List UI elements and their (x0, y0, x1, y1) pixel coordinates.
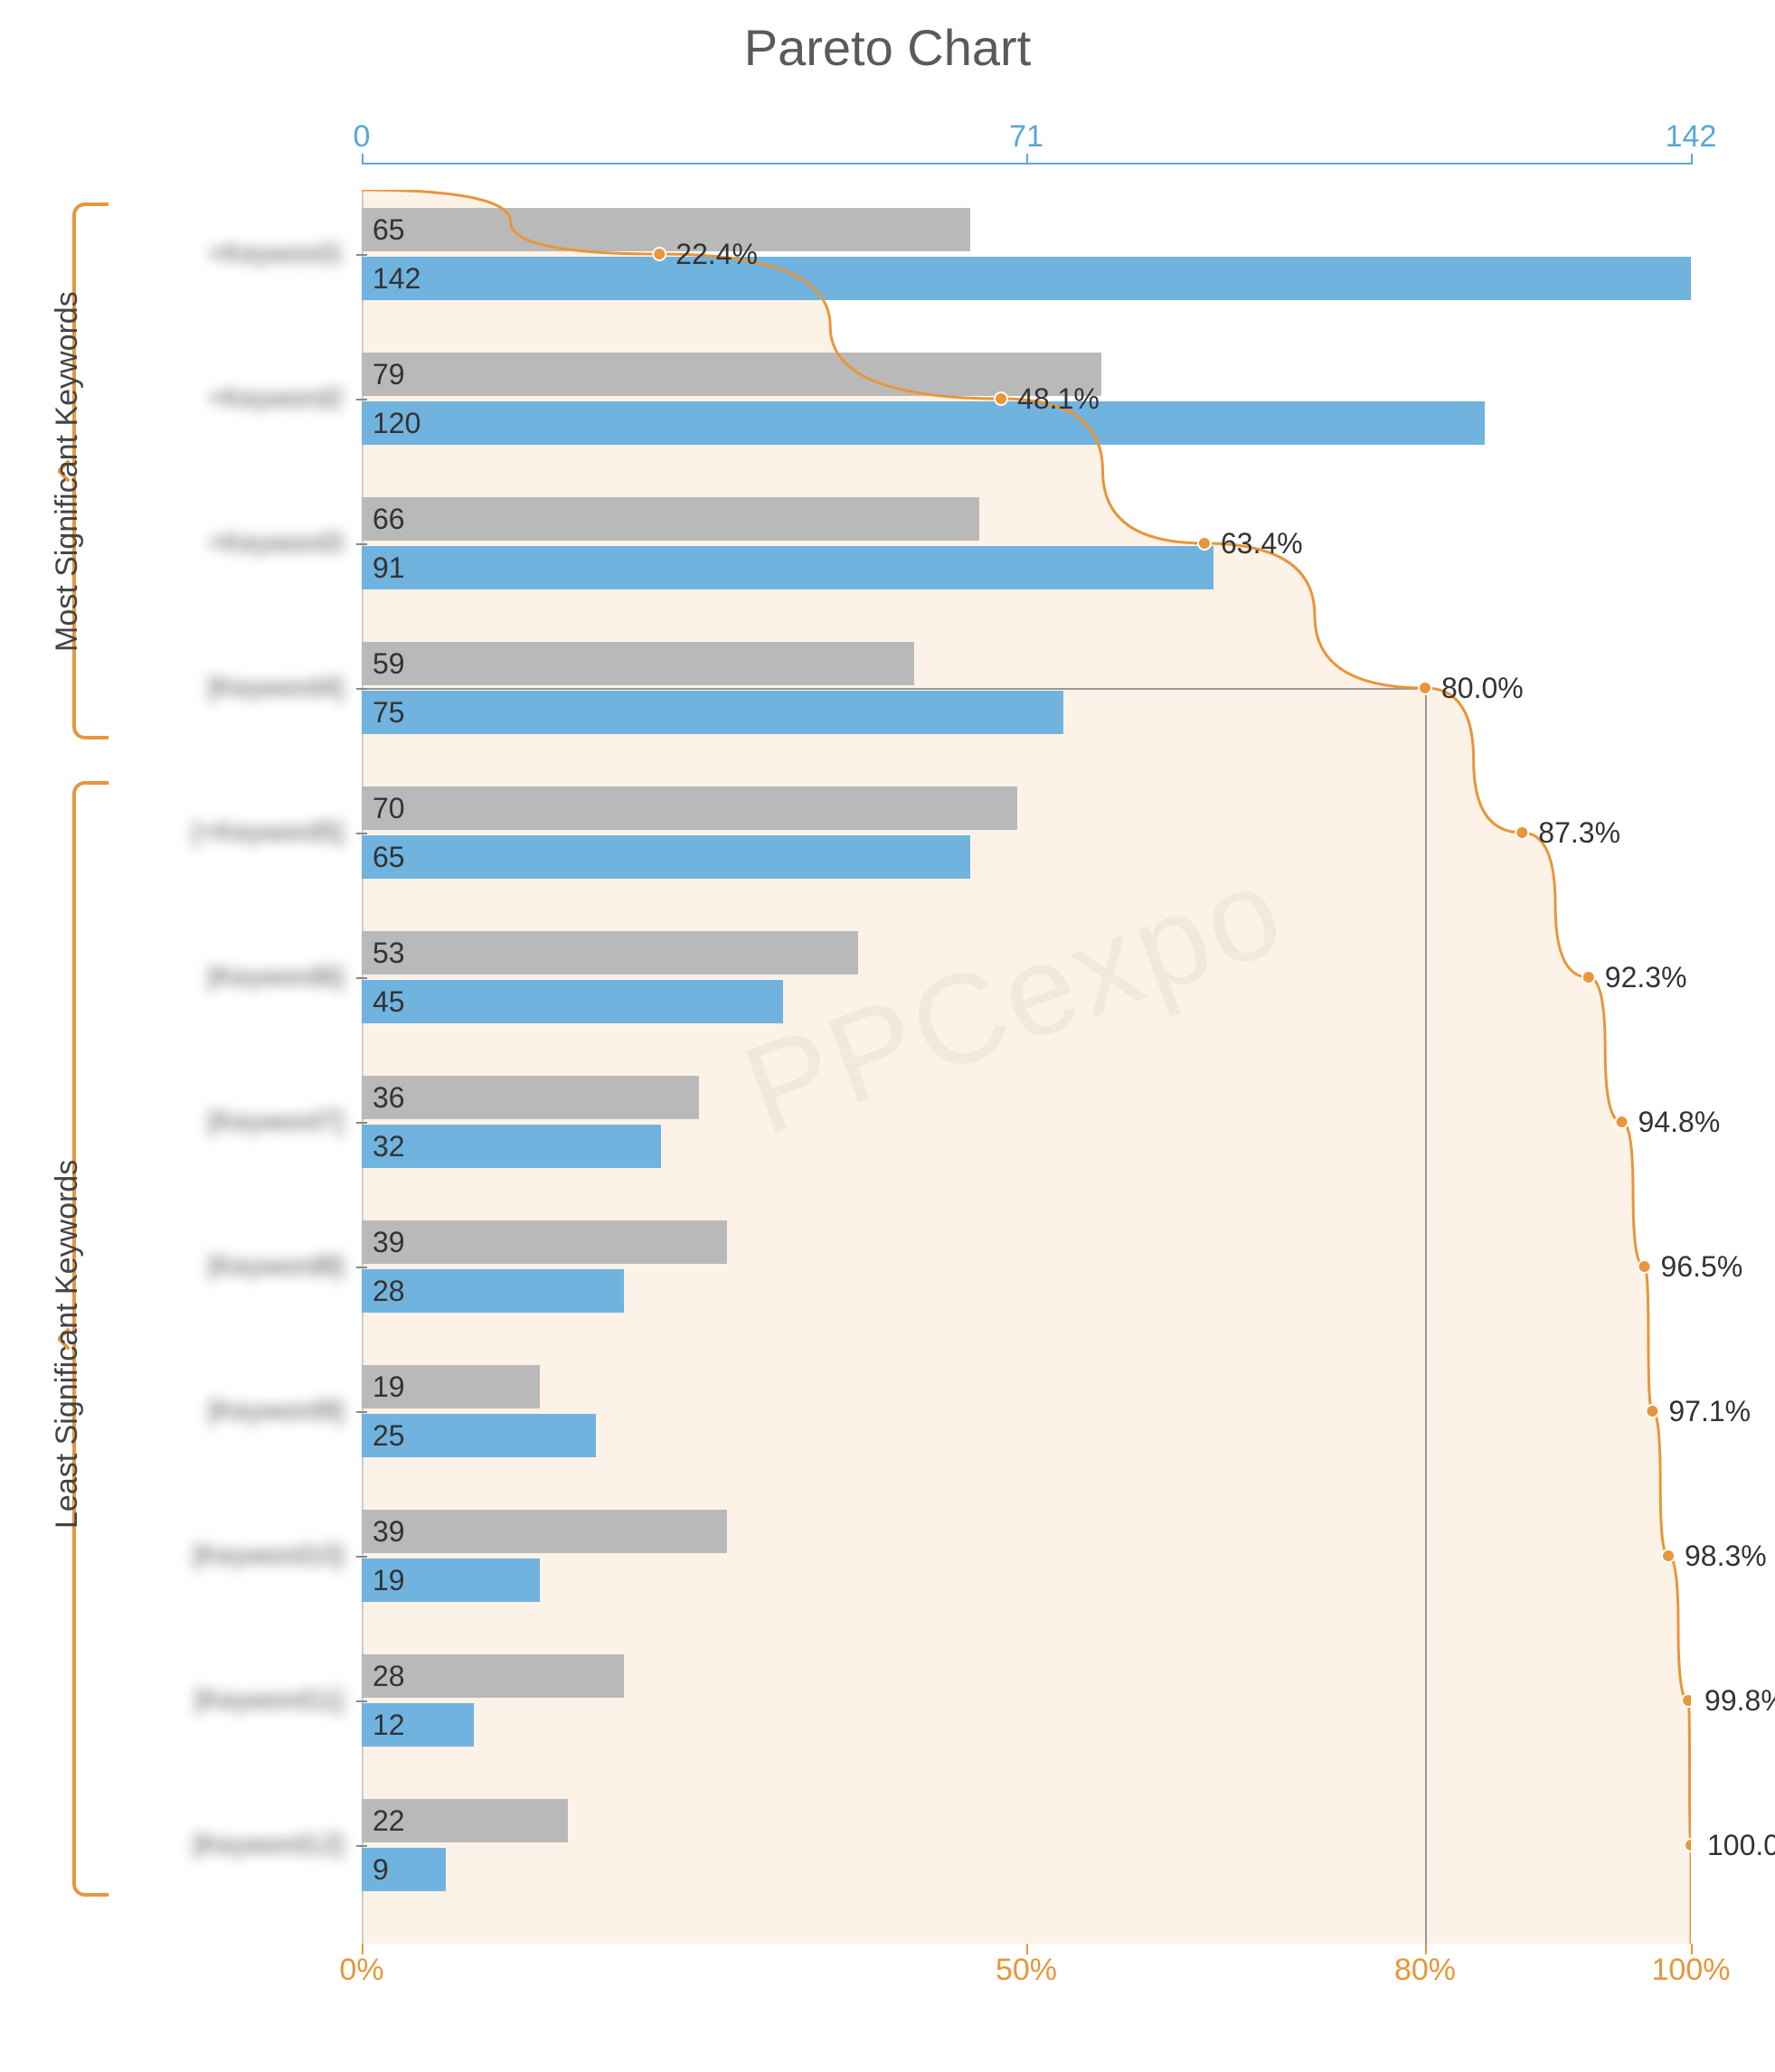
y-axis-tick (356, 1845, 367, 1847)
plot-area: 65 142 79 120 66 91 59 75 70 65 53 45 36 32 39 28 19 25 39… (362, 190, 1691, 1944)
group-label-most-significant: Most Significant Keywords (50, 291, 85, 652)
chart-area: 071142 651427912066915975706553453632392… (362, 163, 1691, 1971)
y-category-label: [Keyword4] (136, 670, 344, 706)
bar-blue (362, 835, 970, 879)
top-axis-label: 142 (1666, 119, 1717, 155)
bar-blue (362, 691, 1063, 734)
cumulative-pct-label: 92.3% (1605, 961, 1687, 994)
bar-blue-value: 45 (373, 985, 405, 1019)
bar-gray (362, 642, 914, 685)
bar-gray-value: 39 (373, 1226, 405, 1259)
bar-gray-value: 79 (373, 358, 405, 391)
bar-gray (362, 208, 970, 251)
y-axis-tick (356, 254, 367, 256)
bar-gray-value: 65 (373, 213, 405, 247)
bottom-axis-label: 100% (1652, 1953, 1731, 2014)
bar-gray-value: 36 (373, 1081, 405, 1115)
bar-blue (362, 401, 1485, 445)
y-category-label: [Keyword11] (136, 1682, 344, 1719)
y-category-label: [Keyword9] (136, 1393, 344, 1429)
bar-gray (362, 931, 858, 975)
y-category-label: [Keyword12] (136, 1827, 344, 1863)
y-category-label: +Keyword3 (136, 525, 344, 561)
bar-blue-value: 91 (373, 551, 405, 585)
reference-line-horizontal (362, 688, 1425, 690)
bar-blue-value: 25 (373, 1419, 405, 1453)
bar-gray-value: 53 (373, 937, 405, 970)
cumulative-pct-label: 100.0% (1707, 1829, 1775, 1862)
bar-blue-value: 12 (373, 1709, 405, 1742)
y-category-label: [Keyword8] (136, 1248, 344, 1285)
y-category-label: [Keyword10] (136, 1538, 344, 1574)
cumulative-pct-label: 98.3% (1685, 1540, 1767, 1573)
bar-gray-value: 59 (373, 647, 405, 681)
y-axis-tick (356, 543, 367, 545)
y-axis-tick (356, 977, 367, 979)
bar-blue-value: 75 (373, 696, 405, 730)
bottom-axis-label: 80% (1394, 1953, 1456, 2014)
bar-gray-value: 66 (373, 503, 405, 536)
y-axis-tick (356, 688, 367, 690)
y-category-label: [+Keyword5] (136, 815, 344, 851)
bar-gray-value: 70 (373, 792, 405, 825)
bottom-axis-label: 50% (996, 1953, 1057, 2014)
y-category-label: +Keyword1 (136, 236, 344, 272)
bar-blue-value: 28 (373, 1275, 405, 1308)
cumulative-pct-label: 63.4% (1221, 527, 1303, 560)
bar-blue (362, 980, 783, 1023)
bar-blue (362, 1125, 661, 1168)
y-axis-tick (356, 1267, 367, 1268)
bar-blue (362, 257, 1691, 300)
bar-gray-value: 22 (373, 1804, 405, 1838)
bar-blue-value: 120 (373, 407, 420, 440)
bar-blue-value: 19 (373, 1564, 405, 1597)
y-category-label: +Keyword2 (136, 381, 344, 417)
y-axis-tick (356, 399, 367, 400)
top-axis-tick (362, 154, 363, 165)
bar-gray-value: 39 (373, 1515, 405, 1549)
cumulative-pct-label: 97.1% (1668, 1395, 1751, 1428)
bar-gray (362, 1510, 727, 1553)
cumulative-pct-label: 99.8% (1704, 1684, 1775, 1718)
y-category-label: [Keyword7] (136, 1104, 344, 1140)
y-category-label: [Keyword6] (136, 959, 344, 995)
cumulative-pct-label: 94.8% (1638, 1106, 1721, 1139)
chart-title: Pareto Chart (0, 18, 1775, 77)
bar-gray-value: 19 (373, 1370, 405, 1404)
bar-gray (362, 353, 1101, 396)
bar-gray (362, 497, 979, 541)
top-axis-tick (1691, 154, 1693, 165)
bar-blue-value: 142 (373, 262, 420, 296)
y-axis-tick (356, 1556, 367, 1558)
bar-blue-value: 32 (373, 1130, 405, 1163)
bar-gray (362, 1220, 727, 1264)
bottom-axis-label: 0% (339, 1953, 383, 2014)
bar-blue-value: 65 (373, 841, 405, 874)
y-axis-tick (356, 1411, 367, 1413)
bar-blue-value: 9 (373, 1853, 389, 1887)
y-axis-tick (356, 1700, 367, 1702)
top-axis-label: 71 (1009, 119, 1043, 155)
reference-line-vertical (1425, 688, 1427, 1944)
cumulative-pct-label: 87.3% (1538, 816, 1620, 850)
top-axis-label: 0 (354, 119, 371, 155)
bar-blue (362, 546, 1213, 589)
top-axis-tick (1026, 154, 1028, 165)
group-label-least-significant: Least Significant Keywords (50, 1160, 85, 1529)
cumulative-pct-label: 22.4% (675, 238, 758, 271)
bar-gray (362, 786, 1017, 830)
bar-gray-value: 28 (373, 1660, 405, 1693)
cumulative-pct-label: 96.5% (1661, 1250, 1743, 1284)
bar-gray (362, 1076, 699, 1119)
y-axis-tick (356, 1122, 367, 1124)
y-axis-tick (356, 833, 367, 834)
cumulative-pct-label: 48.1% (1017, 382, 1100, 416)
cumulative-pct-label: 80.0% (1441, 672, 1524, 705)
